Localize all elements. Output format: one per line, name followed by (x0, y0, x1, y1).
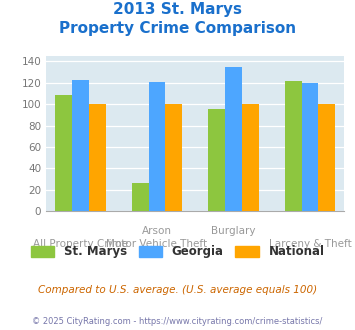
Bar (225, 67, 242, 211)
Bar (301, 83, 318, 211)
Bar (208, 109, 225, 211)
Text: Motor Vehicle Theft: Motor Vehicle Theft (106, 239, 208, 249)
Text: Larceny & Theft: Larceny & Theft (269, 239, 351, 249)
Text: © 2025 CityRating.com - https://www.cityrating.com/crime-statistics/: © 2025 CityRating.com - https://www.city… (32, 317, 323, 326)
Text: Burglary: Burglary (211, 226, 256, 236)
Text: Compared to U.S. average. (U.S. average equals 100): Compared to U.S. average. (U.S. average … (38, 285, 317, 295)
Legend: St. Marys, Georgia, National: St. Marys, Georgia, National (26, 241, 329, 263)
Bar (149, 82, 165, 211)
Bar (55, 95, 72, 211)
Text: Property Crime Comparison: Property Crime Comparison (59, 21, 296, 36)
Bar (72, 80, 89, 211)
Bar (285, 81, 301, 211)
Bar (132, 183, 149, 211)
Bar (242, 104, 259, 211)
Bar (89, 104, 106, 211)
Text: Arson: Arson (142, 226, 172, 236)
Text: 2013 St. Marys: 2013 St. Marys (113, 2, 242, 16)
Bar (318, 104, 335, 211)
Bar (165, 104, 182, 211)
Text: All Property Crime: All Property Crime (33, 239, 128, 249)
